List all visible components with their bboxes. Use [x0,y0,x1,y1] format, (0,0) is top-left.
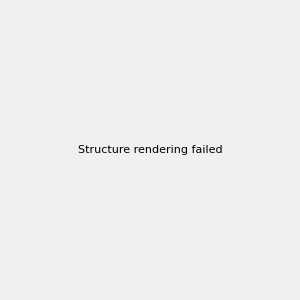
Text: Structure rendering failed: Structure rendering failed [78,145,222,155]
